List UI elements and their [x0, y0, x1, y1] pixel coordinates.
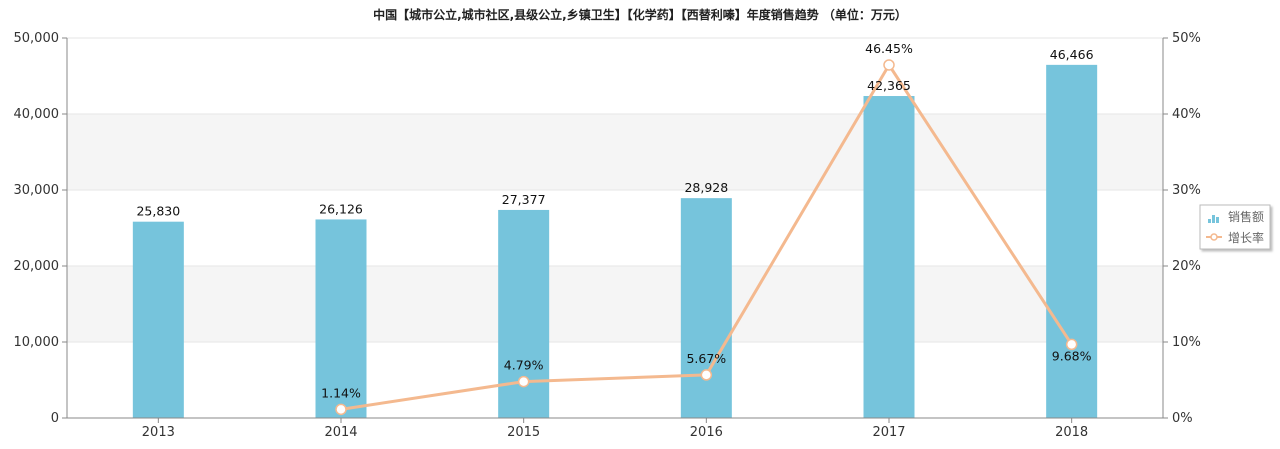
y-left-tick-label: 10,000: [14, 335, 60, 350]
y-left-tick-label: 50,000: [14, 31, 60, 46]
growth-value-label: 5.67%: [686, 351, 726, 366]
y-left-tick-label: 40,000: [14, 107, 60, 122]
bar: [863, 96, 915, 418]
bar-value-label: 46,466: [1050, 47, 1094, 62]
bar-chart-icon-bar: [1216, 217, 1219, 223]
bar: [315, 219, 367, 418]
bar: [1046, 64, 1098, 418]
y-left-tick-label: 0: [51, 411, 59, 426]
x-tick-label: 2016: [690, 425, 723, 440]
bar-value-label: 26,126: [319, 201, 363, 216]
legend-label-sales: 销售额: [1228, 209, 1264, 224]
growth-point: [517, 375, 530, 388]
y-right-tick-label: 30%: [1172, 183, 1201, 198]
x-tick-label: 2014: [324, 425, 357, 440]
bar-value-label: 42,365: [867, 78, 911, 93]
legend-box: [1199, 204, 1271, 250]
bar-value-label: 28,928: [684, 180, 728, 195]
growth-value-label: 1.14%: [321, 385, 361, 400]
x-tick-label: 2015: [507, 425, 540, 440]
bar-chart-icon-bar: [1212, 215, 1215, 223]
grid-band: [67, 266, 1163, 342]
bar-value-label: 25,830: [136, 204, 180, 219]
grid-band: [67, 114, 1163, 190]
x-tick-label: 2013: [142, 425, 175, 440]
line-series: [335, 59, 1078, 416]
growth-point: [1065, 338, 1078, 351]
data-labels: 25,830 26,126 27,377 28,928 42,365 46,466 1.14…: [136, 41, 1093, 400]
growth-value-label: 4.79%: [504, 358, 544, 373]
y-left-tick-label: 30,000: [14, 183, 60, 198]
x-tick-label: 2017: [872, 425, 905, 440]
grid-lines: [67, 37, 1163, 419]
bar: [132, 221, 184, 418]
growth-value-label: 9.68%: [1052, 348, 1092, 363]
bar-value-label: 27,377: [502, 192, 546, 207]
y-left-tick-label: 20,000: [14, 259, 60, 274]
chart-title: 中国【城市公立,城市社区,县级公立,乡镇卫生】【化学药】【西替利嗪】年度销售趋势…: [373, 7, 907, 22]
bar-chart-icon: [1208, 215, 1219, 223]
growth-point: [883, 59, 895, 71]
legend-label-growth: 增长率: [1228, 230, 1264, 245]
y-right-tick-label: 10%: [1172, 335, 1201, 350]
grid-bands: [67, 114, 1163, 342]
y-right-tick-label: 40%: [1172, 107, 1201, 122]
y-right-tick-label: 20%: [1172, 259, 1201, 274]
growth-point: [335, 403, 347, 416]
bar-chart-icon-bar: [1208, 219, 1211, 223]
y-right-tick-label: 0%: [1172, 411, 1193, 426]
growth-point: [700, 369, 713, 381]
axes: 0 0% 10,000 10% 20,000 20% 30,000 30% 40,000 40% 5…: [14, 31, 1201, 440]
bar: [680, 198, 732, 418]
y-right-tick-label: 50%: [1172, 31, 1201, 46]
growth-value-label: 46.45%: [865, 41, 913, 56]
line-legend-marker: [1210, 233, 1218, 241]
x-tick-label: 2018: [1055, 425, 1088, 440]
